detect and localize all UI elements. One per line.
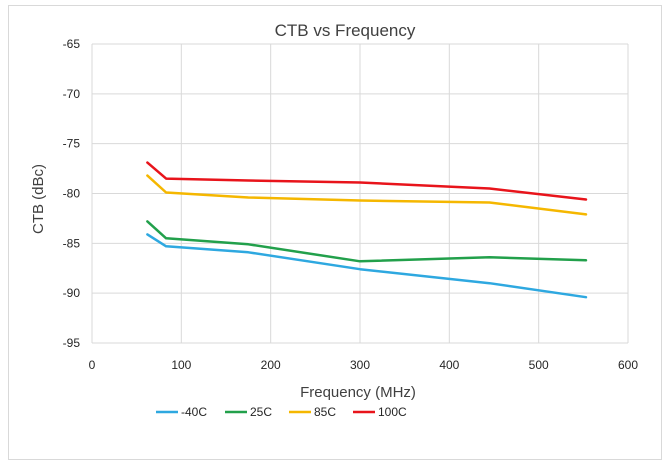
- legend-label: 85C: [314, 405, 336, 419]
- series-line-25c: [146, 220, 588, 263]
- series-line-85c: [146, 174, 588, 216]
- legend-label: 25C: [250, 405, 272, 419]
- legend-label: 100C: [378, 405, 407, 419]
- legend-item: -40C: [156, 405, 207, 419]
- x-tick-label: 200: [261, 358, 281, 372]
- x-tick-label: 400: [439, 358, 459, 372]
- x-axis-ticks: 0 100 200 300 400 500 600: [89, 358, 639, 372]
- y-tick-label: -95: [63, 336, 81, 350]
- series-lines: [146, 161, 588, 299]
- legend-item: 85C: [289, 405, 336, 419]
- x-tick-label: 300: [350, 358, 370, 372]
- y-tick-label: -70: [63, 87, 81, 101]
- series-line-100c: [146, 161, 588, 201]
- series-line-40c: [146, 233, 588, 299]
- legend-item: 100C: [353, 405, 407, 419]
- ctb-line-chart: CTB vs Frequency 0 100 200 300 400 500 600 -65…: [30, 21, 639, 419]
- chart-frame: CTB vs Frequency 0 100 200 300 400 500 600 -65…: [8, 5, 662, 460]
- x-tick-label: 500: [529, 358, 549, 372]
- y-tick-label: -90: [63, 286, 81, 300]
- x-tick-label: 600: [618, 358, 638, 372]
- x-tick-label: 0: [89, 358, 96, 372]
- y-tick-label: -75: [63, 137, 81, 151]
- x-axis-title: Frequency (MHz): [300, 384, 416, 401]
- y-tick-label: -85: [63, 236, 81, 250]
- legend: -40C 25C 85C 100C: [156, 405, 407, 419]
- y-axis-title: CTB (dBc): [30, 164, 47, 234]
- chart-title: CTB vs Frequency: [275, 21, 416, 40]
- y-axis-ticks: -65 -70 -75 -80 -85 -90 -95: [63, 37, 81, 350]
- legend-item: 25C: [225, 405, 272, 419]
- x-tick-label: 100: [171, 358, 191, 372]
- y-tick-label: -80: [63, 187, 81, 201]
- legend-label: -40C: [181, 405, 207, 419]
- y-tick-label: -65: [63, 37, 81, 51]
